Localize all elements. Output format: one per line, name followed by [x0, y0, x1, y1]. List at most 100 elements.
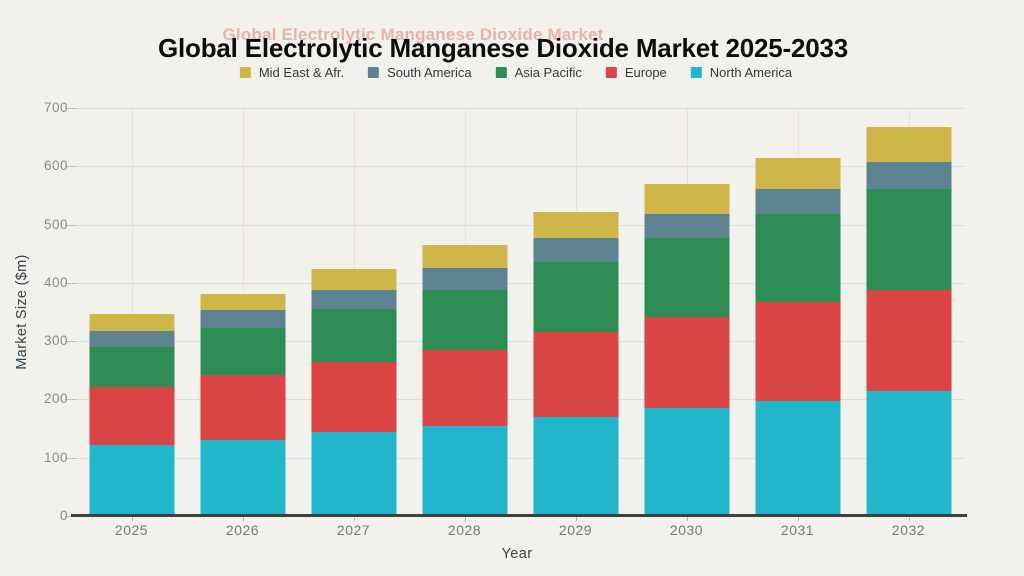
y-tick-label: 200: [43, 391, 68, 407]
x-tick-label: 2026: [225, 522, 260, 538]
y-tick-label: 700: [43, 100, 68, 115]
y-tick-mark: [65, 399, 76, 401]
bar-segment-asia-pacific[interactable]: [311, 309, 396, 363]
x-tick-label: 2027: [336, 522, 371, 538]
bar-segment-south-america[interactable]: [866, 161, 951, 190]
legend-label: Europe: [624, 65, 667, 80]
gridline-horizontal: [76, 224, 964, 226]
bar-segment-europe[interactable]: [200, 375, 285, 441]
y-tick-label: 400: [43, 274, 68, 290]
bar-segment-mid-east-afr[interactable]: [200, 294, 285, 310]
bar-2028[interactable]: [422, 245, 507, 515]
y-tick-mark: [65, 108, 76, 109]
bar-segment-north-america[interactable]: [89, 445, 174, 515]
bar-2025[interactable]: [89, 314, 174, 515]
bar-segment-mid-east-afr[interactable]: [755, 158, 840, 190]
chart-legend: Mid East & Afr. South America Asia Pacific…: [239, 65, 792, 80]
bar-segment-north-america[interactable]: [311, 431, 396, 515]
bar-segment-europe[interactable]: [311, 362, 396, 432]
legend-item-south-america[interactable]: South America: [368, 65, 472, 80]
bar-segment-asia-pacific[interactable]: [200, 327, 285, 376]
legend-label: South America: [387, 65, 472, 80]
x-tick-mark: [242, 517, 244, 521]
bar-segment-mid-east-afr[interactable]: [644, 183, 729, 214]
x-axis-line: [71, 514, 967, 517]
legend-item-north-america[interactable]: North America: [690, 65, 792, 80]
chart-title: Global Electrolytic Manganese Dioxide Ma…: [157, 33, 849, 63]
bar-segment-asia-pacific[interactable]: [89, 346, 174, 388]
gridline-horizontal: [76, 282, 964, 284]
bar-segment-south-america[interactable]: [422, 268, 507, 291]
legend-item-mid-east-afr[interactable]: Mid East & Afr.: [239, 65, 345, 80]
y-tick-label: 0: [59, 508, 68, 523]
x-tick-mark: [131, 517, 133, 521]
bar-2032[interactable]: [866, 126, 951, 515]
bar-segment-mid-east-afr[interactable]: [533, 212, 618, 239]
x-tick-mark: [353, 517, 355, 521]
bar-segment-north-america[interactable]: [200, 440, 285, 515]
bar-segment-europe[interactable]: [89, 387, 174, 446]
bar-2029[interactable]: [533, 212, 618, 515]
bar-2026[interactable]: [200, 294, 285, 515]
y-tick-label: 300: [43, 333, 68, 349]
bar-segment-asia-pacific[interactable]: [866, 189, 951, 290]
legend-item-asia-pacific[interactable]: Asia Pacific: [495, 65, 582, 80]
legend-label: Mid East & Afr.: [258, 65, 345, 80]
legend-swatch: [495, 67, 507, 78]
bar-segment-europe[interactable]: [866, 289, 951, 391]
bar-segment-south-america[interactable]: [533, 238, 618, 262]
legend-swatch: [368, 67, 380, 78]
bar-segment-south-america[interactable]: [644, 213, 729, 238]
bar-segment-north-america[interactable]: [866, 390, 951, 515]
bar-segment-asia-pacific[interactable]: [755, 214, 840, 303]
bar-segment-europe[interactable]: [755, 302, 840, 401]
bar-segment-north-america[interactable]: [422, 426, 507, 515]
bar-segment-south-america[interactable]: [89, 330, 174, 347]
x-tick-label: 2025: [114, 522, 149, 538]
y-tick-mark: [65, 166, 76, 168]
bar-segment-north-america[interactable]: [755, 400, 840, 515]
bar-segment-europe[interactable]: [533, 332, 618, 418]
x-tick-mark: [575, 517, 577, 521]
x-tick-label: 2028: [447, 522, 482, 538]
bar-segment-mid-east-afr[interactable]: [866, 126, 951, 162]
bar-segment-south-america[interactable]: [200, 309, 285, 328]
bar-segment-asia-pacific[interactable]: [533, 261, 618, 333]
bar-segment-mid-east-afr[interactable]: [89, 314, 174, 331]
x-tick-label: 2030: [669, 522, 704, 538]
watermark-title: Global Electrolytic Manganese Dioxide Ma…: [222, 25, 604, 44]
bar-segment-north-america[interactable]: [644, 408, 729, 515]
x-tick-label: 2032: [891, 522, 926, 538]
bar-segment-north-america[interactable]: [533, 417, 618, 515]
y-tick-mark: [65, 224, 76, 226]
x-axis-title: Year: [501, 546, 533, 562]
legend-item-europe[interactable]: Europe: [605, 65, 667, 80]
bar-segment-europe[interactable]: [644, 316, 729, 409]
bar-2031[interactable]: [755, 158, 840, 515]
legend-swatch: [239, 67, 251, 78]
bar-2030[interactable]: [644, 183, 729, 515]
y-tick-mark: [65, 457, 76, 459]
y-tick-label: 100: [43, 449, 68, 465]
bar-segment-europe[interactable]: [422, 350, 507, 427]
bar-segment-asia-pacific[interactable]: [422, 290, 507, 351]
gridline-horizontal: [76, 341, 964, 343]
x-tick-mark: [686, 517, 688, 521]
legend-label: Asia Pacific: [514, 65, 582, 80]
bar-segment-mid-east-afr[interactable]: [311, 269, 396, 290]
x-tick-label: 2031: [780, 522, 815, 538]
bar-segment-south-america[interactable]: [755, 189, 840, 215]
legend-swatch: [605, 67, 617, 78]
y-tick-mark: [65, 516, 76, 517]
gridline-vertical: [131, 108, 133, 516]
gridline-horizontal: [76, 457, 964, 459]
bar-segment-south-america[interactable]: [311, 289, 396, 310]
bar-2027[interactable]: [311, 269, 396, 515]
gridline-horizontal: [76, 108, 964, 109]
plot-area: 0 100 200 300 400 500 600 700 2025 2026 2027 2028 20…: [44, 100, 967, 538]
bar-segment-mid-east-afr[interactable]: [422, 245, 507, 269]
bar-segment-asia-pacific[interactable]: [644, 237, 729, 317]
gridline-horizontal: [76, 399, 964, 401]
x-tick-mark: [797, 517, 799, 521]
